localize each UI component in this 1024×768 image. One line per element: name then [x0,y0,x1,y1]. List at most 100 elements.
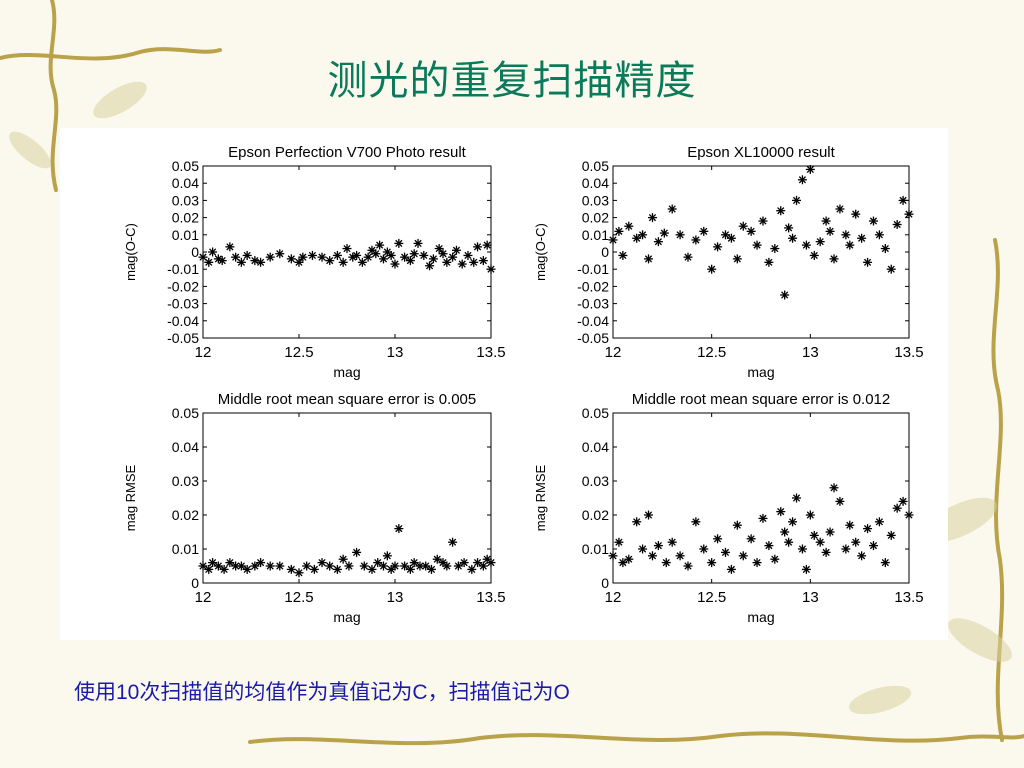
chart2-data-point [624,221,634,231]
chart2-data-point [821,216,831,226]
chart1-data-point [198,252,208,262]
chart3-data-point [338,554,348,564]
chart4-data-point [784,537,794,547]
chart2-data-point [886,264,896,274]
chart4-data-point [691,517,701,527]
chart4-data-point [863,524,873,534]
chart1-data-point [451,245,461,255]
chart2-ytick-label: -0.03 [577,296,609,312]
chart4-data-point [792,493,802,503]
chart4-data-point [675,551,685,561]
chart4-data-point [874,517,884,527]
chart1-ytick-label: -0.03 [167,296,199,312]
chart1-ytick-label: -0.04 [167,313,199,329]
chart1-data-point [386,250,396,260]
caption-part3: ，扫描值记为 [427,680,554,704]
chart2-ytick-label: 0.05 [582,158,609,174]
chart2-data-point [892,219,902,229]
chart4-data-point [770,554,780,564]
chart1-data-point [448,252,458,262]
chart1-data-point [286,254,296,264]
chart4-data-point [608,551,618,561]
chart4-xtick-label: 13.5 [894,589,923,606]
chart2-data-point [868,216,878,226]
chart4-data-point [829,483,839,493]
chart1-ytick-label: -0.02 [167,278,199,294]
chart2-ytick-label: 0.01 [582,227,609,243]
chart2-data-point [788,233,798,243]
chart1-data-point [204,257,214,267]
chart4-ytick-label: 0.04 [582,439,609,455]
figure-panel: Epson Perfection V700 Photo result 0.05 0.… [60,128,948,640]
chart2-data-point [675,230,685,240]
chart4-data-point [752,558,762,568]
chart3-data-point [426,564,436,574]
chart2-xlabel: mag [747,364,774,380]
chart4-data-point [720,547,730,557]
chart3-data-point [317,558,327,568]
chart1-data-point [342,244,352,254]
chart1-ylabel: mag(O-C) [123,223,138,281]
chart3-title: Middle root mean square error is 0.005 [218,391,476,408]
chart3-data-point [394,524,404,534]
chart4-ytick-label: 0.02 [582,507,609,523]
chart2-data-point [618,250,628,260]
chart1-data-point [208,247,218,257]
chart2-data-point [746,226,756,236]
chart2-ytick-label: -0.02 [577,278,609,294]
chart3-data-point [219,564,229,574]
chart2-data-point [720,230,730,240]
chart3-ytick-label: 0.01 [172,541,199,557]
chart2-data-point [644,254,654,264]
chart4-data-point [780,527,790,537]
chart4-ytick-label: 0 [601,575,609,591]
chart2-xtick-label: 12 [605,344,622,361]
chart4-data-point [746,534,756,544]
chart2-ytick-label: 0 [601,244,609,260]
chart2-ytick-label: 0.03 [582,192,609,208]
chart4-data-point [841,544,851,554]
chart1-data-point [469,257,479,267]
chart1-data-point [438,249,448,259]
chart2-data-point [632,233,642,243]
chart4-data-point [713,534,723,544]
chart4-data-point [805,510,815,520]
chart2-data-point [805,164,815,174]
chart2-ylabel: mag(O-C) [533,223,548,281]
chart4-data-point [845,520,855,530]
chart4-plot-frame [612,412,910,584]
chart4-data-point [797,544,807,554]
chart4-xtick-label: 12.5 [697,589,726,606]
chart2-xtick-label: 13.5 [894,344,923,361]
chart3-data-point [459,558,469,568]
chart2-plot-frame [612,165,910,339]
chart3-ytick-label: 0.02 [172,507,199,523]
chart4-data-point [857,551,867,561]
chart3-xlabel: mag [333,609,360,625]
chart2-data-point [738,221,748,231]
chart1-data-point [375,240,385,250]
chart2-data-point [647,213,657,223]
chart4-ytick-label: 0.05 [582,405,609,421]
chart4-data-point [699,544,709,554]
caption-o: O [553,681,570,704]
chart3-data-point [198,561,208,571]
chart2-data-point [784,223,794,233]
chart1-data-point [463,250,473,260]
chart2-data-point [801,240,811,250]
chart4-title: Middle root mean square error is 0.012 [632,391,890,408]
chart2-data-point [653,237,663,247]
chart4-data-point [758,513,768,523]
chart4-data-point [892,503,902,513]
chart2-ytick-label: -0.05 [577,330,609,346]
chart4-data-point [764,541,774,551]
chart3-ytick-label: 0.03 [172,473,199,489]
chart2-data-point [792,195,802,205]
chart2-data-point [851,209,861,219]
chart3-data-point [213,561,223,571]
chart1-data-point [413,238,423,248]
chart2-data-point [874,230,884,240]
chart3-data-point [302,561,312,571]
chart4-data-point [738,551,748,561]
